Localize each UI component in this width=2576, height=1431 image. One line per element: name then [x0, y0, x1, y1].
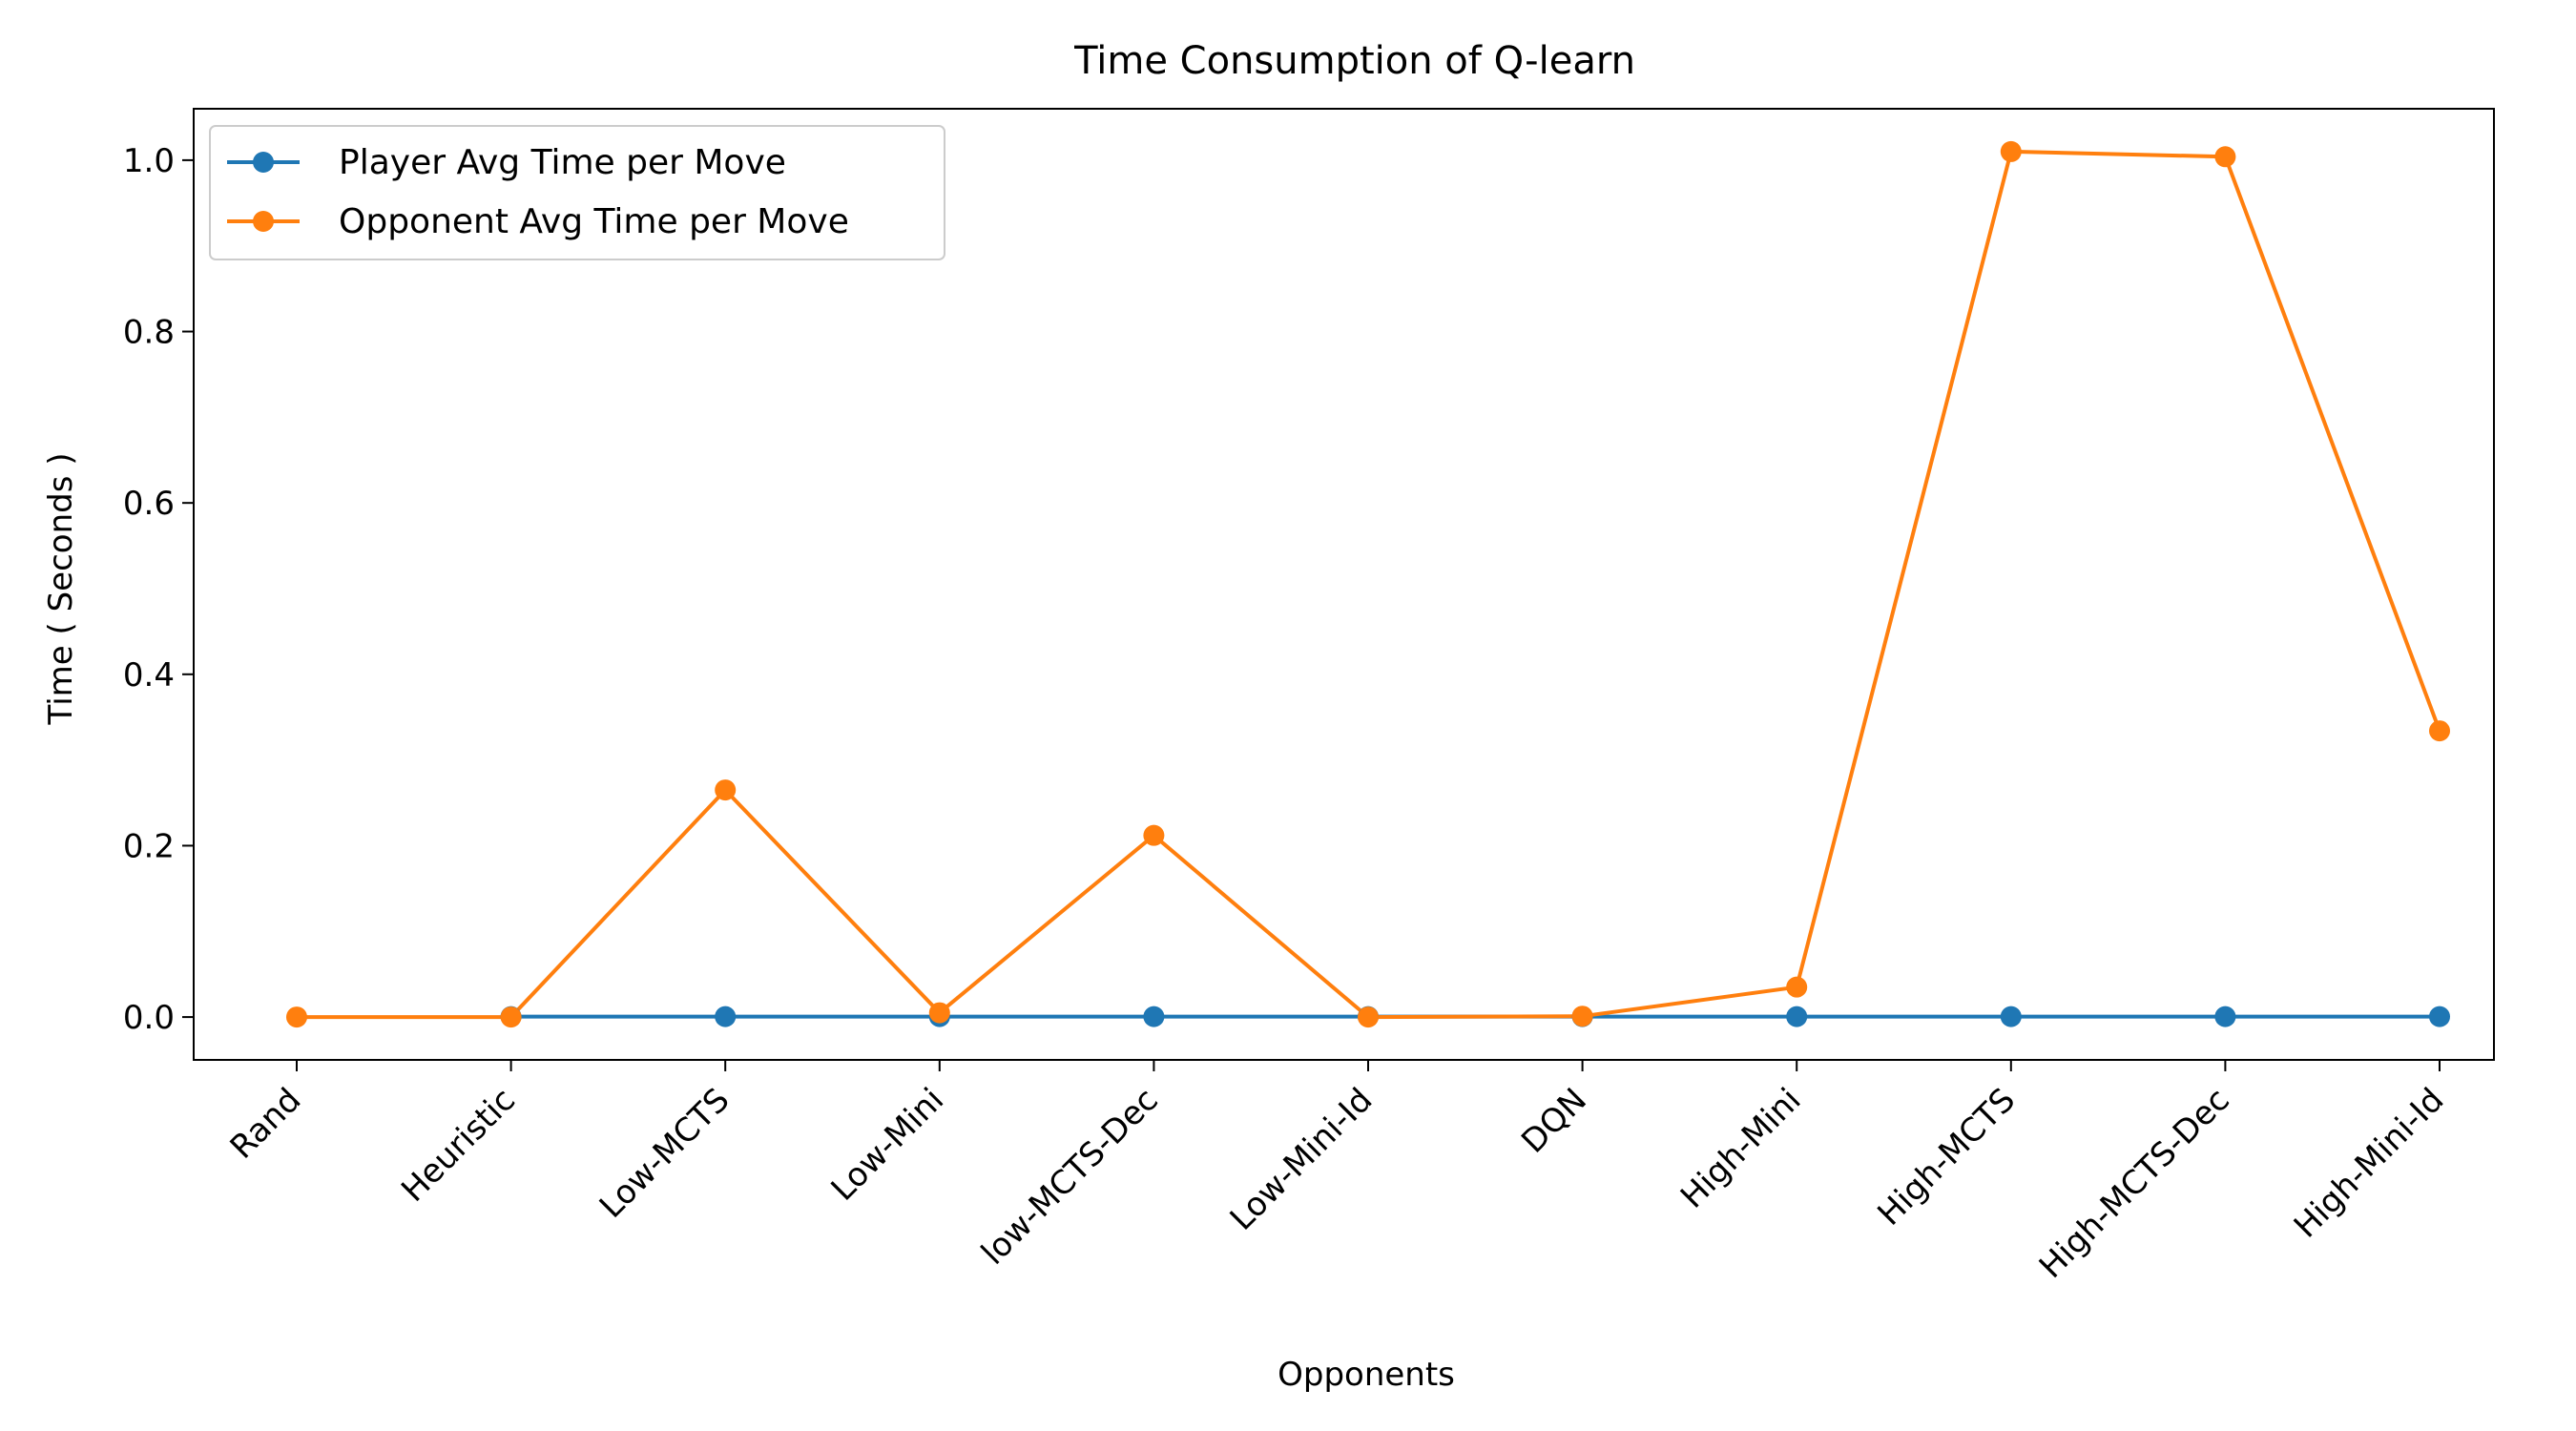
x-tick-label: High-Mini: [1673, 1081, 1809, 1216]
series-0-point: [715, 1006, 737, 1027]
x-tick-label: DQN: [1514, 1081, 1594, 1161]
legend-marker-1: [253, 211, 274, 232]
x-tick-label: Rand: [223, 1081, 309, 1167]
series-1-point: [1143, 824, 1165, 846]
x-axis-label: Opponents: [1278, 1356, 1455, 1394]
y-tick-label: 0.8: [123, 314, 175, 352]
y-tick-label: 0.6: [123, 485, 175, 523]
series-1-point: [1358, 1006, 1379, 1028]
series-1-point: [2000, 140, 2022, 162]
series-line-1: [297, 149, 2441, 1020]
x-tick-label: Low-Mini: [824, 1081, 952, 1209]
series-1-point: [928, 1002, 950, 1024]
series-0-point: [2429, 1006, 2450, 1027]
x-tick-label: low-MCTS-Dec: [974, 1081, 1166, 1273]
series-0-point: [2000, 1006, 2022, 1027]
plot-layer: 0.0 0.2 0.4 0.6 0.8 1.0 Rand Heuristic Low-MCTS L…: [123, 140, 2452, 1286]
series-1-point: [2214, 146, 2236, 168]
series-1-point: [500, 1006, 522, 1028]
x-tick-label: High-MCTS: [1870, 1081, 2023, 1234]
x-tick-label: Low-Mini-Id: [1223, 1081, 1381, 1238]
series-0-point: [1786, 1006, 1808, 1027]
series-1-point: [1786, 976, 1808, 998]
x-tick-label: Heuristic: [394, 1081, 523, 1210]
x-tick-label: High-Mini-Id: [2287, 1081, 2452, 1246]
legend-box: [209, 125, 945, 260]
y-tick-label: 1.0: [123, 142, 175, 180]
y-tick-label: 0.0: [123, 999, 175, 1037]
series-0-point: [1143, 1006, 1165, 1027]
series-1-point: [715, 779, 737, 801]
series-0-point: [2214, 1006, 2236, 1027]
y-axis-label: Time ( Seconds ): [42, 453, 80, 726]
plot-frame: [193, 108, 2495, 1061]
x-tick-label: High-MCTS-Dec: [2032, 1081, 2237, 1286]
x-tick-label: Low-MCTS: [592, 1081, 737, 1226]
series-1-point: [2429, 720, 2450, 742]
y-tick-label: 0.2: [123, 827, 175, 865]
chart-title: Time Consumption of Q-learn: [1073, 39, 1635, 83]
series-1-point: [1571, 1006, 1593, 1027]
legend-label-1: Opponent Avg Time per Move: [339, 202, 849, 241]
series-1-point: [286, 1006, 307, 1028]
legend: Player Avg Time per Move Opponent Avg Tim…: [209, 125, 945, 260]
y-tick-label: 0.4: [123, 656, 175, 695]
legend-marker-0: [253, 152, 274, 173]
legend-label-0: Player Avg Time per Move: [339, 143, 786, 182]
